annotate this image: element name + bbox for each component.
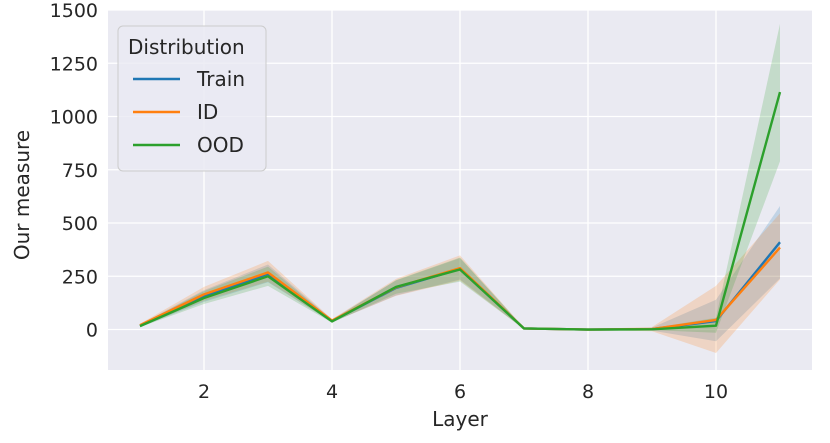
legend-label-id: ID [197, 100, 218, 124]
y-tick-label: 500 [62, 213, 98, 235]
y-tick-label: 1500 [50, 0, 98, 22]
line-id [139, 246, 781, 331]
y-tick-label: 250 [62, 266, 98, 288]
y-tick-label: 1000 [50, 107, 98, 129]
x-axis-label: Layer [432, 407, 489, 431]
x-tick-label: 2 [198, 381, 210, 403]
legend-label-train: Train [196, 67, 245, 91]
legend: Distribution Train ID OOD [117, 25, 267, 172]
series-lines [139, 91, 782, 331]
x-tick-label: 6 [454, 381, 466, 403]
x-tick-label: 8 [582, 381, 594, 403]
legend-label-ood: OOD [197, 133, 244, 157]
y-tick-label: 0 [86, 320, 98, 342]
y-tick-label: 1250 [50, 53, 98, 75]
legend-title: Distribution [128, 35, 245, 59]
legend-box [117, 25, 267, 172]
band-id [140, 213, 780, 353]
y-tick-labels: 0 250 500 750 1000 1250 1500 [50, 0, 98, 342]
x-tick-label: 4 [326, 381, 338, 403]
band-train [140, 205, 780, 342]
x-tick-label: 10 [704, 381, 728, 403]
x-tick-labels: 2 4 6 8 10 [198, 381, 728, 403]
y-axis-label: Our measure [10, 130, 34, 260]
y-tick-label: 750 [62, 160, 98, 182]
line-ood [139, 91, 782, 331]
